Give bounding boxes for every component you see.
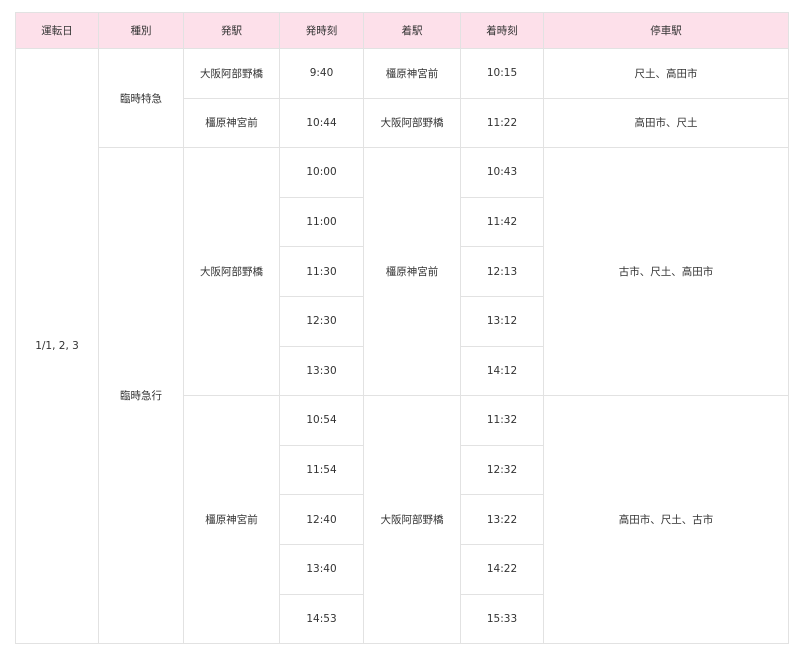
arr-time: 10:15 <box>460 48 544 99</box>
table-row: 臨時急行 大阪阿部野橋 10:00 橿原神宮前 10:43 古市、尺土、高田市 <box>16 147 789 645</box>
arr-station: 大阪阿部野橋 <box>363 97 461 149</box>
dep-time: 10:00 <box>279 147 364 198</box>
dep-time: 11:00 <box>279 196 364 248</box>
dep-time: 11:54 <box>279 444 364 496</box>
table-row: 1/1, 2, 3 臨時特急 大阪阿部野橋 9:40 橿原神宮前 10:15 尺土、高田市 <box>15 47 789 645</box>
table-row: 11:00 11:42 <box>16 196 789 248</box>
header-dep-station: 発駅 <box>183 12 280 49</box>
dep-station: 橿原神宮前 <box>183 97 280 149</box>
dep-station: 大阪阿部野橋 <box>183 147 280 397</box>
arr-station: 橿原神宮前 <box>363 48 461 99</box>
train-type: 臨時急行 <box>98 147 184 645</box>
stops: 尺土、高田市 <box>543 48 789 99</box>
table-row: 13:30 14:12 <box>16 345 789 397</box>
header-arr-station: 着駅 <box>363 12 461 49</box>
arr-time: 11:42 <box>460 196 544 248</box>
dep-time: 13:40 <box>279 543 364 595</box>
header-type: 種別 <box>98 12 184 49</box>
dep-time: 12:40 <box>279 494 364 545</box>
header-dep-time: 発時刻 <box>279 12 364 49</box>
operating-date: 1/1, 2, 3 <box>15 47 99 645</box>
arr-time: 14:12 <box>460 345 544 397</box>
stops: 高田市、尺土、古市 <box>543 395 789 645</box>
table-row: 14:53 15:33 <box>16 593 789 645</box>
stops: 古市、尺土、高田市 <box>543 147 789 397</box>
dep-time: 14:53 <box>279 593 364 645</box>
table-row: 12:40 13:22 <box>16 494 789 545</box>
table-row: 橿原神宮前 10:54 大阪阿部野橋 11:32 高田市、尺土、古市 <box>16 395 789 645</box>
arr-time: 14:22 <box>460 543 544 595</box>
arr-time: 15:33 <box>460 593 544 645</box>
arr-time: 11:32 <box>460 395 544 446</box>
header-arr-time: 着時刻 <box>460 12 544 49</box>
stops: 高田市、尺土 <box>543 97 789 149</box>
dep-time: 13:30 <box>279 345 364 397</box>
dep-station: 橿原神宮前 <box>183 395 280 645</box>
table-row: 11:30 12:13 <box>16 246 789 297</box>
arr-time: 12:32 <box>460 444 544 496</box>
arr-station: 橿原神宮前 <box>363 147 461 397</box>
header-stops: 停車駅 <box>543 12 789 49</box>
table-row: 11:54 12:32 <box>16 444 789 496</box>
arr-time: 12:13 <box>460 246 544 297</box>
dep-time: 9:40 <box>279 48 364 99</box>
table-row: 13:40 14:22 <box>16 543 789 595</box>
timetable-body: 1/1, 2, 3 臨時特急 大阪阿部野橋 9:40 橿原神宮前 10:15 尺土、高田市橿… <box>15 47 789 645</box>
dep-station: 大阪阿部野橋 <box>183 48 280 99</box>
header-date: 運転日 <box>15 12 99 49</box>
train-type: 臨時特急 <box>98 47 184 149</box>
dep-time: 10:54 <box>279 395 364 446</box>
dep-time: 11:30 <box>279 246 364 297</box>
dep-time: 10:44 <box>279 97 364 149</box>
table-row: 12:30 13:12 <box>16 295 789 347</box>
arr-station: 大阪阿部野橋 <box>363 395 461 645</box>
table-row: 橿原神宮前 10:44 大阪阿部野橋 11:22 高田市、尺土 <box>16 97 789 149</box>
header-row: 運転日 種別 発駅 発時刻 着駅 着時刻 停車駅 <box>15 12 789 49</box>
arr-time: 10:43 <box>460 147 544 198</box>
arr-time: 11:22 <box>460 97 544 149</box>
arr-time: 13:12 <box>460 295 544 347</box>
dep-time: 12:30 <box>279 295 364 347</box>
timetable: 運転日 種別 発駅 発時刻 着駅 着時刻 停車駅 1/1, 2, 3 臨時特急 大阪… <box>15 12 789 645</box>
arr-time: 13:22 <box>460 494 544 545</box>
